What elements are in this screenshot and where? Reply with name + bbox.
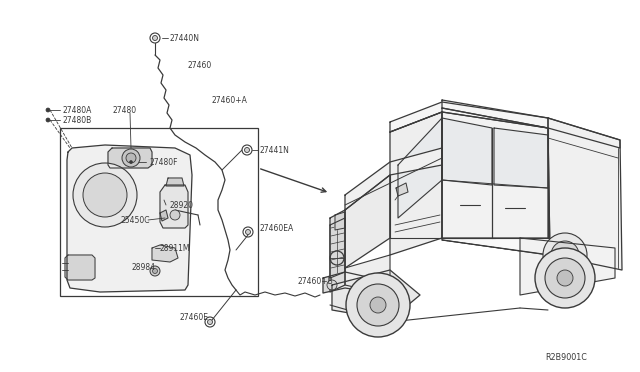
Text: 28920: 28920 bbox=[170, 201, 194, 209]
Text: 28911M: 28911M bbox=[159, 244, 189, 253]
Polygon shape bbox=[520, 238, 615, 295]
Circle shape bbox=[535, 248, 595, 308]
Circle shape bbox=[83, 173, 127, 217]
Text: 27480: 27480 bbox=[112, 106, 136, 115]
Circle shape bbox=[122, 149, 140, 167]
Polygon shape bbox=[398, 118, 442, 218]
Polygon shape bbox=[323, 272, 390, 295]
Polygon shape bbox=[390, 102, 548, 132]
Polygon shape bbox=[160, 185, 188, 228]
Polygon shape bbox=[345, 175, 390, 268]
Polygon shape bbox=[442, 118, 492, 185]
Polygon shape bbox=[442, 108, 550, 255]
Circle shape bbox=[551, 241, 579, 269]
Circle shape bbox=[559, 249, 571, 261]
Circle shape bbox=[543, 233, 587, 277]
Polygon shape bbox=[345, 255, 390, 295]
Polygon shape bbox=[442, 112, 548, 238]
Polygon shape bbox=[396, 183, 408, 196]
Circle shape bbox=[246, 230, 250, 234]
Text: 25450C: 25450C bbox=[120, 215, 150, 224]
Circle shape bbox=[346, 273, 410, 337]
Polygon shape bbox=[335, 212, 345, 230]
Circle shape bbox=[129, 160, 132, 164]
Text: 27480B: 27480B bbox=[62, 115, 92, 125]
Polygon shape bbox=[65, 255, 95, 280]
Circle shape bbox=[73, 163, 137, 227]
Polygon shape bbox=[67, 145, 192, 292]
Polygon shape bbox=[108, 148, 152, 168]
Circle shape bbox=[379, 303, 385, 309]
Polygon shape bbox=[152, 245, 178, 262]
Circle shape bbox=[126, 153, 136, 163]
Text: 27480F: 27480F bbox=[150, 157, 179, 167]
Circle shape bbox=[150, 266, 160, 276]
Circle shape bbox=[207, 320, 212, 324]
Text: 27460E: 27460E bbox=[180, 314, 209, 323]
Circle shape bbox=[370, 297, 386, 313]
Text: 27441N: 27441N bbox=[260, 145, 290, 154]
Text: R2B9001C: R2B9001C bbox=[545, 353, 587, 362]
Circle shape bbox=[46, 118, 50, 122]
Text: 28984: 28984 bbox=[368, 294, 392, 302]
Polygon shape bbox=[160, 210, 168, 221]
Text: 27480A: 27480A bbox=[62, 106, 92, 115]
Polygon shape bbox=[442, 100, 620, 148]
Text: 27460+A: 27460+A bbox=[212, 96, 248, 105]
Text: 27460+B: 27460+B bbox=[298, 278, 333, 286]
Bar bbox=[60, 128, 258, 296]
Polygon shape bbox=[166, 178, 184, 186]
Circle shape bbox=[244, 148, 250, 153]
Polygon shape bbox=[494, 128, 548, 188]
Polygon shape bbox=[332, 270, 420, 320]
Polygon shape bbox=[548, 118, 622, 270]
Text: 28984: 28984 bbox=[132, 263, 156, 273]
Circle shape bbox=[46, 108, 50, 112]
Text: 27460: 27460 bbox=[187, 61, 211, 70]
Circle shape bbox=[152, 35, 157, 41]
Circle shape bbox=[152, 269, 157, 273]
Circle shape bbox=[557, 270, 573, 286]
Circle shape bbox=[357, 284, 399, 326]
Polygon shape bbox=[345, 148, 442, 210]
Circle shape bbox=[170, 210, 180, 220]
Circle shape bbox=[545, 258, 585, 298]
Polygon shape bbox=[390, 112, 442, 255]
Text: 27440N: 27440N bbox=[169, 33, 199, 42]
Circle shape bbox=[327, 280, 337, 290]
Text: 27460EA: 27460EA bbox=[260, 224, 294, 232]
Polygon shape bbox=[330, 210, 345, 292]
Polygon shape bbox=[330, 218, 345, 278]
